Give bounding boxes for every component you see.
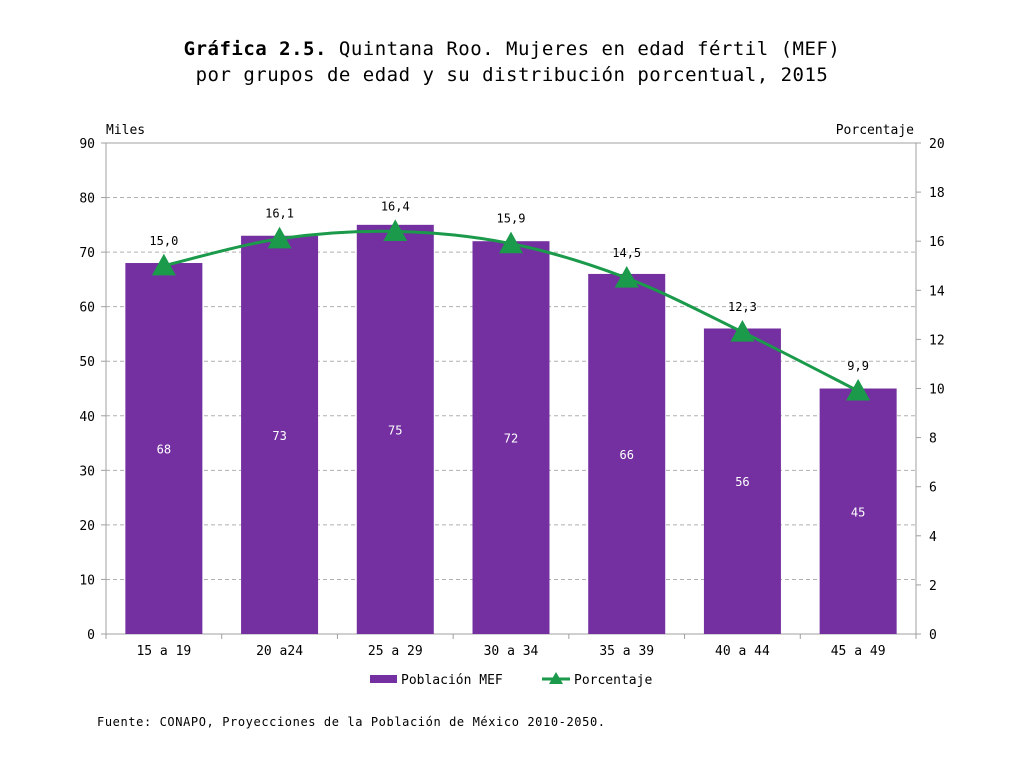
- y-left-tick-label: 0: [87, 628, 95, 643]
- y-left-tick-label: 90: [79, 137, 95, 152]
- legend-label-bars: Población MEF: [401, 673, 503, 688]
- y-right-tick-label: 12: [929, 333, 945, 348]
- y-right-axis-title: Porcentaje: [836, 123, 914, 138]
- bar: [588, 273, 666, 634]
- bar: [819, 388, 897, 634]
- percentage-marker: [614, 266, 639, 288]
- bar: [472, 241, 550, 634]
- bar-value-label: 75: [388, 423, 402, 437]
- bar: [125, 263, 203, 634]
- x-tick-label: 15 a 19: [136, 644, 191, 659]
- bar-value-label: 73: [272, 429, 286, 443]
- y-left-tick-label: 20: [79, 519, 95, 534]
- bar: [356, 224, 434, 635]
- y-right-tick-label: 2: [929, 579, 937, 594]
- y-right-tick-label: 20: [929, 137, 945, 152]
- percentage-marker: [730, 320, 755, 342]
- y-left-tick-label: 10: [79, 573, 95, 588]
- source-note: Fuente: CONAPO, Proyecciones de la Pobla…: [97, 715, 606, 729]
- legend-swatch-bars: [370, 675, 397, 683]
- percentage-value-label: 15,0: [149, 234, 178, 248]
- chart-title: Gráfica 2.5. Quintana Roo. Mujeres en ed…: [0, 36, 1024, 88]
- y-right-tick-label: 6: [929, 481, 937, 496]
- x-tick-label: 40 a 44: [715, 644, 770, 659]
- percentage-value-label: 16,4: [381, 199, 410, 213]
- bar-value-label: 56: [735, 475, 749, 489]
- chart-title-bold: Gráfica 2.5.: [183, 38, 327, 60]
- y-left-tick-label: 30: [79, 464, 95, 479]
- percentage-marker: [846, 378, 871, 401]
- y-right-tick-label: 0: [929, 628, 937, 643]
- y-left-tick-label: 50: [79, 355, 95, 370]
- bar-value-label: 66: [619, 448, 633, 462]
- percentage-value-label: 12,3: [728, 300, 757, 314]
- x-tick-label: 30 a 34: [484, 644, 539, 659]
- bar-value-label: 72: [504, 432, 518, 446]
- chart-title-line1: Quintana Roo. Mujeres en edad fértil (ME…: [326, 38, 841, 60]
- y-right-tick-label: 10: [929, 383, 945, 398]
- y-left-tick-label: 40: [79, 410, 95, 425]
- y-left-tick-label: 80: [79, 192, 95, 207]
- percentage-value-label: 9,9: [847, 359, 869, 373]
- percentage-value-label: 14,5: [612, 246, 641, 260]
- percentage-marker: [267, 226, 292, 249]
- bar: [241, 235, 319, 634]
- percentage-value-label: 15,9: [497, 212, 526, 226]
- bar: [703, 328, 781, 634]
- legend-swatch-marker: [549, 672, 563, 684]
- x-tick-label: 20 a24: [256, 644, 303, 659]
- y-right-tick-label: 8: [929, 432, 937, 447]
- percentage-marker: [151, 253, 176, 276]
- y-left-tick-label: 60: [79, 301, 95, 316]
- y-right-tick-label: 16: [929, 235, 945, 250]
- percentage-value-label: 16,1: [265, 207, 294, 221]
- legend-label-line: Porcentaje: [574, 673, 652, 688]
- y-right-tick-label: 4: [929, 530, 937, 545]
- percentage-marker: [499, 231, 523, 254]
- x-tick-label: 35 a 39: [599, 644, 654, 659]
- chart-title-line2: por grupos de edad y su distribución por…: [195, 64, 829, 86]
- y-right-tick-label: 18: [929, 186, 945, 201]
- percentage-marker: [383, 219, 408, 241]
- y-right-tick-label: 14: [929, 284, 945, 299]
- y-left-axis-title: Miles: [106, 123, 145, 138]
- y-left-tick-label: 70: [79, 246, 95, 261]
- x-tick-label: 25 a 29: [368, 644, 423, 659]
- bar-value-label: 68: [157, 443, 171, 457]
- bar-value-label: 45: [851, 505, 865, 519]
- x-tick-label: 45 a 49: [831, 644, 886, 659]
